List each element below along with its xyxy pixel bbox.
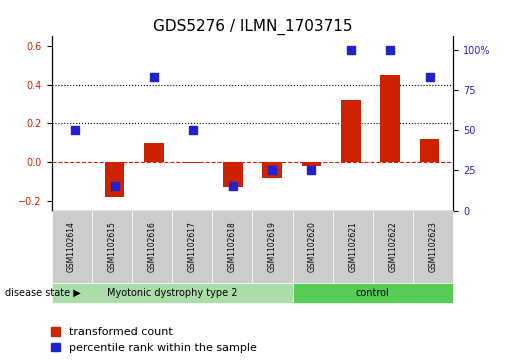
Text: GSM1102621: GSM1102621 bbox=[348, 221, 357, 272]
Bar bbox=[262, 162, 282, 178]
Point bbox=[425, 74, 434, 80]
Text: GSM1102617: GSM1102617 bbox=[187, 221, 197, 272]
Point bbox=[307, 167, 316, 173]
Point bbox=[71, 127, 79, 133]
Text: GSM1102623: GSM1102623 bbox=[428, 221, 438, 272]
Point bbox=[347, 47, 355, 53]
Text: Myotonic dystrophy type 2: Myotonic dystrophy type 2 bbox=[107, 288, 237, 298]
Text: GSM1102622: GSM1102622 bbox=[388, 221, 398, 272]
Title: GDS5276 / ILMN_1703715: GDS5276 / ILMN_1703715 bbox=[152, 19, 352, 35]
Text: GSM1102616: GSM1102616 bbox=[147, 221, 157, 272]
Bar bbox=[302, 162, 321, 166]
Legend: transformed count, percentile rank within the sample: transformed count, percentile rank withi… bbox=[47, 323, 261, 358]
Text: GSM1102614: GSM1102614 bbox=[67, 221, 76, 272]
Text: GSM1102618: GSM1102618 bbox=[228, 221, 237, 272]
Point bbox=[150, 74, 158, 80]
Bar bbox=[420, 139, 439, 162]
Point bbox=[229, 184, 237, 189]
Point bbox=[386, 47, 394, 53]
Bar bbox=[341, 100, 360, 162]
Bar bbox=[144, 143, 164, 162]
Text: control: control bbox=[356, 288, 390, 298]
Text: disease state ▶: disease state ▶ bbox=[5, 288, 81, 298]
Bar bbox=[183, 162, 203, 163]
Bar bbox=[381, 75, 400, 162]
Text: GSM1102620: GSM1102620 bbox=[308, 221, 317, 272]
Text: GSM1102619: GSM1102619 bbox=[268, 221, 277, 272]
Point bbox=[268, 167, 276, 173]
Bar bbox=[105, 162, 124, 197]
Text: GSM1102615: GSM1102615 bbox=[107, 221, 116, 272]
Point bbox=[189, 127, 197, 133]
Bar bbox=[223, 162, 243, 187]
Point bbox=[110, 184, 118, 189]
